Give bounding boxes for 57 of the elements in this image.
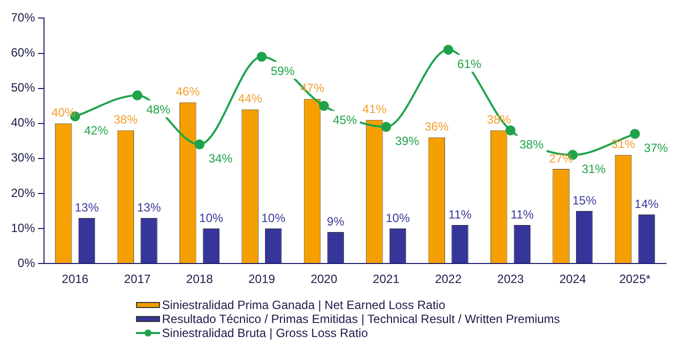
y-tick-label: 10% (10, 220, 36, 235)
point (318, 100, 329, 111)
data-label: 31% (611, 137, 636, 152)
legend-label: Siniestralidad Prima Ganada | Net Earned Loss Ratio (162, 298, 446, 312)
legend-label: Resultado Técnico / Primas Emitidas | Technical Result / Written Premiums (162, 312, 560, 326)
data-label: 61% (457, 56, 482, 71)
x-tick-label: 2020 (310, 272, 338, 286)
point (194, 139, 205, 150)
data-label: 34% (208, 151, 233, 166)
x-tick-label: 2018 (186, 272, 214, 286)
x-tick-label: 2021 (372, 272, 400, 286)
point (630, 128, 640, 139)
data-label: 41% (362, 102, 387, 116)
data-label: 44% (238, 92, 262, 106)
point (443, 44, 454, 55)
data-label: 37% (644, 140, 668, 155)
legend-label: Siniestralidad Bruta | Gross Loss Ratio (162, 326, 368, 340)
x-tick-label: 2023 (497, 272, 524, 286)
data-label: 31% (582, 162, 606, 176)
y-tick-label: 40% (10, 116, 36, 130)
y-tick-label: 60% (10, 46, 36, 60)
x-tick-label: 2025* (619, 272, 651, 286)
data-label: 38% (114, 112, 138, 127)
data-label: 40% (51, 106, 76, 120)
data-label: 39% (395, 134, 420, 148)
x-tick-label: 2022 (434, 272, 462, 286)
data-label: 9% (326, 214, 345, 228)
data-label: 10% (199, 210, 224, 225)
x-tick-label: 2019 (248, 272, 276, 286)
y-tick-label: 70% (10, 10, 36, 25)
x-tick-label: 2016 (62, 272, 89, 286)
point (132, 90, 142, 100)
x-tick-label: 2017 (124, 272, 151, 286)
y-tick-label: 0% (18, 256, 36, 270)
data-label: 10% (261, 210, 286, 225)
y-tick-label: 20% (10, 186, 36, 200)
data-label: 59% (270, 64, 296, 78)
data-label: 38% (520, 137, 544, 152)
point (381, 122, 392, 132)
data-label: 13% (74, 200, 100, 214)
data-label: 42% (84, 123, 108, 138)
data-label: 11% (510, 207, 534, 222)
point (256, 52, 267, 62)
y-tick-label: 30% (10, 150, 36, 165)
point (506, 125, 516, 136)
data-label: 27% (549, 151, 574, 166)
data-label: 46% (176, 84, 200, 99)
data-label: 10% (386, 210, 410, 225)
data-label: 14% (634, 196, 659, 211)
data-label: 48% (146, 102, 171, 116)
data-label: 45% (332, 112, 358, 127)
y-tick-label: 50% (10, 80, 36, 95)
data-label: 13% (136, 200, 162, 214)
data-label: 11% (448, 207, 472, 222)
data-label: 36% (424, 120, 449, 134)
data-label: 15% (572, 193, 597, 208)
x-tick-label: 2024 (559, 272, 586, 286)
